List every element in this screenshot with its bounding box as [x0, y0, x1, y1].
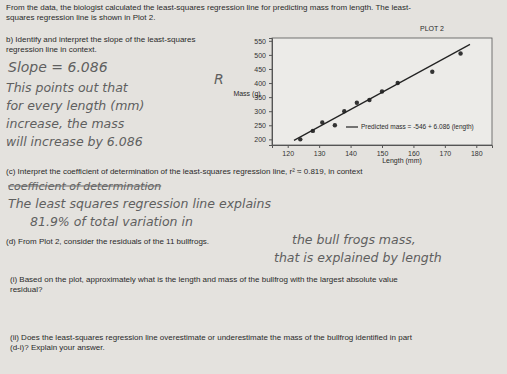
- tick-label: 200: [254, 136, 266, 143]
- tick: 250: [254, 122, 272, 129]
- legend-swatch: [346, 126, 358, 127]
- tick-mark: [413, 145, 414, 148]
- tick-mark: [269, 55, 272, 56]
- y-axis-title: Mass (g): [233, 90, 260, 98]
- handwriting: for every length (mm): [6, 98, 144, 113]
- tick-label: 170: [440, 150, 452, 157]
- tick-label: 250: [254, 122, 266, 129]
- chart-title: PLOT 2: [420, 25, 444, 32]
- handwriting: 81.9% of total variation in: [30, 214, 193, 229]
- tick-label: 140: [345, 150, 357, 157]
- printed-text: residual?: [10, 285, 43, 294]
- tick: 140: [345, 145, 357, 157]
- handwriting: that is explained by length: [274, 250, 442, 265]
- tick-mark: [269, 125, 272, 126]
- tick: 300: [254, 108, 272, 115]
- tick-mark: [445, 145, 446, 148]
- tick: 450: [254, 66, 272, 73]
- worksheet: From the data, the biologist calculated …: [0, 0, 507, 374]
- printed-text: (d) From Plot 2, consider the residuals …: [6, 237, 209, 246]
- handwriting: will increase by 6.086: [6, 134, 143, 149]
- tick: 170: [440, 145, 452, 157]
- tick: 160: [408, 145, 420, 157]
- tick-label: 180: [471, 150, 483, 157]
- tick-mark: [288, 145, 289, 148]
- legend-label: Predicted mass = -546 + 6.086 (length): [361, 123, 474, 131]
- tick-label: 120: [282, 150, 294, 157]
- printed-text: (c) Interpret the coefficient of determi…: [6, 167, 363, 176]
- strike-through: [8, 185, 161, 186]
- tick-mark: [269, 83, 272, 84]
- printed-text: (d-i)? Explain your answer.: [10, 343, 105, 352]
- printed-text: From the data, the biologist calculated …: [6, 3, 411, 12]
- tick-label: 400: [254, 80, 266, 87]
- data-point: [430, 70, 434, 74]
- tick-mark: [269, 41, 272, 42]
- axis-line: [273, 146, 493, 149]
- tick: 550: [254, 38, 272, 45]
- tick-mark: [269, 111, 272, 112]
- tick-label: 450: [254, 66, 266, 73]
- printed-text: regression line in context.: [6, 45, 97, 54]
- handwriting: Slope = 6.086: [8, 59, 108, 75]
- x-axis: 120 130 140 150 160 170 180: [273, 145, 493, 157]
- tick-label: 130: [314, 150, 326, 157]
- data-point: [458, 51, 462, 55]
- handwriting: the bull frogs mass,: [292, 232, 416, 247]
- tick-mark: [476, 145, 477, 148]
- axis-line: [269, 39, 273, 146]
- tick: 180: [471, 145, 483, 157]
- printed-text: (ii) Does the least-squares regression l…: [10, 333, 413, 342]
- handwriting: The least squares regression line explai…: [8, 196, 271, 211]
- tick: 400: [254, 80, 272, 87]
- tick: 150: [377, 145, 389, 157]
- tick: 120: [282, 145, 294, 157]
- tick-mark: [382, 145, 383, 148]
- tick-mark: [269, 139, 272, 140]
- tick-label: 550: [254, 38, 266, 45]
- legend: Predicted mass = -546 + 6.086 (length): [346, 123, 474, 131]
- plot-frame: [272, 38, 492, 145]
- data-point: [355, 101, 359, 105]
- tick-label: 150: [377, 150, 389, 157]
- tick-label: 300: [254, 108, 266, 115]
- printed-text: squares regression line is shown in Plot…: [6, 13, 155, 22]
- tick: 130: [314, 145, 326, 157]
- tick-mark: [269, 97, 272, 98]
- handwriting: coefficient of determination: [8, 180, 161, 193]
- handwriting: R: [214, 71, 224, 87]
- tick: 500: [254, 52, 272, 59]
- tick-mark: [319, 145, 320, 148]
- tick-mark: [269, 69, 272, 70]
- tick-label: 500: [254, 52, 266, 59]
- data-point: [333, 123, 337, 127]
- printed-text: (i) Based on the plot, approximately wha…: [10, 275, 398, 284]
- printed-text: b) Identify and interpret the slope of t…: [6, 35, 195, 44]
- handwriting: This points out that: [6, 80, 129, 95]
- x-axis-title: Length (mm): [382, 157, 422, 165]
- handwriting: increase, the mass: [6, 116, 125, 131]
- tick: 200: [254, 136, 272, 143]
- tick-label: 160: [408, 150, 420, 157]
- tick-mark: [351, 145, 352, 148]
